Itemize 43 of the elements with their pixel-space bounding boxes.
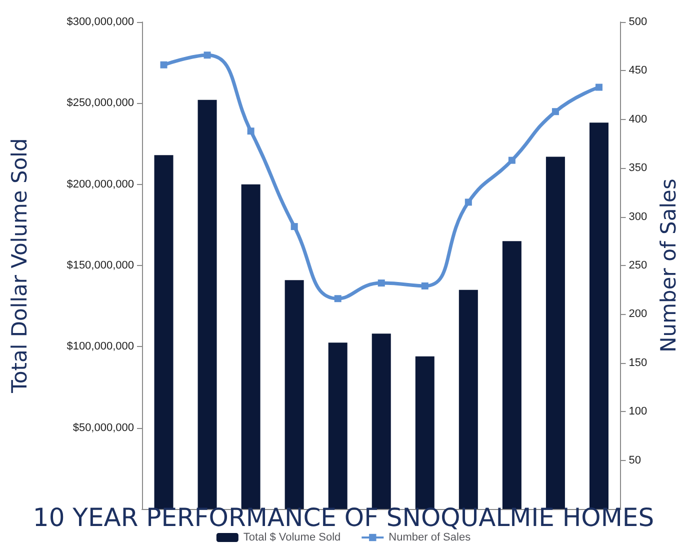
y2-tick-label: 200	[628, 308, 648, 320]
bar	[241, 184, 260, 509]
point	[595, 84, 602, 91]
y-tick-label: $150,000,000	[66, 260, 134, 272]
text: 10 YEAR PERFORMANCE OF SNOQUALMIE HOMES	[32, 503, 654, 532]
legend-label: Total $ Volume Sold	[243, 532, 341, 544]
point	[552, 108, 559, 116]
bar	[328, 342, 348, 509]
bar	[284, 280, 304, 509]
point	[204, 52, 211, 59]
point	[160, 61, 168, 68]
point	[378, 280, 385, 287]
y2-tick-label: 500	[628, 16, 648, 28]
bar	[372, 334, 391, 509]
point	[508, 156, 516, 164]
y2-tick-label: 150	[628, 356, 648, 369]
y-tick-label: $300,000,000	[66, 16, 134, 28]
y-axis-title: Total Dollar Volume Sold	[8, 138, 32, 394]
y2-tick-label: 50	[628, 454, 641, 466]
bar	[198, 100, 217, 509]
legend-label: Number of Sales	[388, 532, 472, 544]
bar	[458, 290, 478, 509]
y2-tick-label: 400	[628, 113, 648, 126]
y2-tick-label: 250	[628, 260, 648, 272]
y2-tick-label: 350	[628, 162, 648, 174]
y2-tick-label: 450	[628, 64, 648, 77]
point	[290, 223, 298, 230]
y-tick-label: $200,000,000	[66, 178, 134, 190]
y-tick-label: $250,000,000	[66, 97, 134, 110]
bar	[154, 155, 174, 509]
y-tick-label: $100,000,000	[66, 340, 134, 353]
bar	[415, 356, 434, 509]
point	[247, 128, 254, 135]
y2-tick-label: 100	[628, 406, 648, 418]
bar	[502, 241, 522, 509]
bar	[589, 122, 608, 509]
y2-axis-title: Number of Sales	[656, 178, 680, 352]
point	[464, 198, 472, 206]
point	[334, 295, 342, 302]
bar	[546, 156, 565, 509]
y2-tick-label: 300	[628, 210, 648, 223]
y-tick-label: $50,000,000	[72, 422, 134, 434]
point	[421, 282, 428, 290]
